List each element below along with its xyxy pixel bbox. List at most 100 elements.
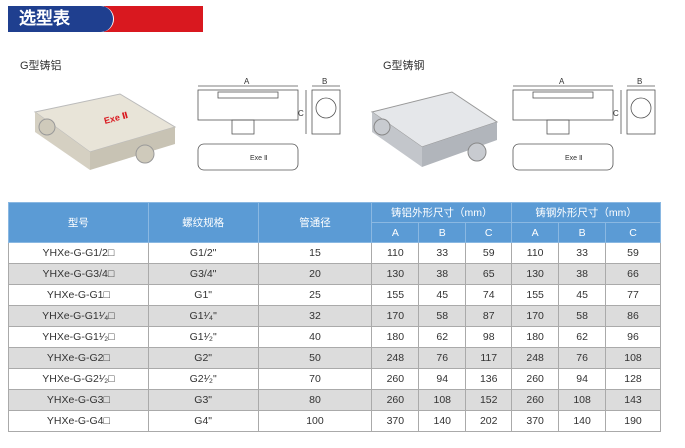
cell-st-a: 155 xyxy=(511,284,560,306)
table-row: YHXe-G-G3/4□ G3/4" 20 130 38 65 130 38 66 xyxy=(8,263,661,285)
cell-model: YHXe-G-G1□ xyxy=(8,284,149,306)
cell-st-a: 260 xyxy=(511,389,560,411)
table-row: YHXe-G-G2¹⁄₂□ G2¹⁄₂" 70 260 94 136 260 94 128 xyxy=(8,368,661,390)
header-pipe: 管通径 xyxy=(257,202,373,243)
header-al-a: A xyxy=(371,222,420,243)
cell-pipe: 25 xyxy=(257,284,373,306)
cell-model: YHXe-G-G4□ xyxy=(8,410,149,432)
cell-al-a: 130 xyxy=(371,263,420,285)
cell-thread: G3/4" xyxy=(147,263,259,285)
header-aluminum: 铸铝外形尺寸（mm） xyxy=(371,202,513,223)
cell-model: YHXe-G-G2¹⁄₂□ xyxy=(8,368,149,390)
cell-pipe: 15 xyxy=(257,242,373,264)
cell-thread: G3" xyxy=(147,389,259,411)
table-row: YHXe-G-G1/2□ G1/2" 15 110 33 59 110 33 59 xyxy=(8,242,661,264)
table-row: YHXe-G-G1¹⁄₄□ G1¹⁄₄" 32 170 58 87 170 58 86 xyxy=(8,305,661,327)
cell-st-a: 180 xyxy=(511,326,560,348)
header-al-b: B xyxy=(418,222,467,243)
cell-al-b: 45 xyxy=(418,284,467,306)
cell-al-b: 58 xyxy=(418,305,467,327)
table-row: YHXe-G-G3□ G3" 80 260 108 152 260 108 143 xyxy=(8,389,661,411)
svg-text:C: C xyxy=(613,109,619,118)
cell-al-a: 260 xyxy=(371,389,420,411)
cell-st-b: 108 xyxy=(558,389,607,411)
cell-st-a: 370 xyxy=(511,410,560,432)
cell-st-a: 260 xyxy=(511,368,560,390)
cell-pipe: 20 xyxy=(257,263,373,285)
aluminum-label: G型铸铝 xyxy=(20,60,62,72)
header-st-a: A xyxy=(511,222,560,243)
table-row: YHXe-G-G1¹⁄₂□ G1¹⁄₂" 40 180 62 98 180 62 96 xyxy=(8,326,661,348)
cell-st-c: 190 xyxy=(605,410,661,432)
cell-st-c: 108 xyxy=(605,347,661,369)
cell-al-b: 108 xyxy=(418,389,467,411)
cell-al-b: 94 xyxy=(418,368,467,390)
svg-text:A: A xyxy=(559,78,565,86)
cell-al-b: 76 xyxy=(418,347,467,369)
steel-dimension-drawing: A Exe Ⅱ B C xyxy=(512,78,656,171)
cell-st-b: 62 xyxy=(558,326,607,348)
cell-model: YHXe-G-G3/4□ xyxy=(8,263,149,285)
cell-st-b: 94 xyxy=(558,368,607,390)
cell-al-a: 248 xyxy=(371,347,420,369)
cell-al-b: 62 xyxy=(418,326,467,348)
cell-al-c: 117 xyxy=(465,347,513,369)
cell-model: YHXe-G-G1/2□ xyxy=(8,242,149,264)
cell-al-c: 136 xyxy=(465,368,513,390)
cell-pipe: 80 xyxy=(257,389,373,411)
cell-al-c: 65 xyxy=(465,263,513,285)
selection-table: 型号 螺纹规格 管通径 铸铝外形尺寸（mm） 铸钢外形尺寸（mm） A B C … xyxy=(8,202,661,432)
cell-al-c: 152 xyxy=(465,389,513,411)
cell-pipe: 70 xyxy=(257,368,373,390)
cell-st-c: 86 xyxy=(605,305,661,327)
table-row: YHXe-G-G2□ G2" 50 248 76 117 248 76 108 xyxy=(8,347,661,369)
cell-al-c: 74 xyxy=(465,284,513,306)
cell-al-a: 110 xyxy=(371,242,420,264)
cell-al-a: 170 xyxy=(371,305,420,327)
cell-st-b: 45 xyxy=(558,284,607,306)
header-steel: 铸钢外形尺寸（mm） xyxy=(511,202,661,223)
cell-st-b: 38 xyxy=(558,263,607,285)
section-banner: 选型表 xyxy=(8,6,203,32)
cell-al-c: 98 xyxy=(465,326,513,348)
steel-label: G型铸钢 xyxy=(383,60,425,72)
cell-al-a: 180 xyxy=(371,326,420,348)
cell-st-b: 76 xyxy=(558,347,607,369)
cell-st-b: 33 xyxy=(558,242,607,264)
table-row: YHXe-G-G1□ G1" 25 155 45 74 155 45 77 xyxy=(8,284,661,306)
cell-pipe: 32 xyxy=(257,305,373,327)
banner-red-bar xyxy=(104,6,203,32)
cell-al-b: 33 xyxy=(418,242,467,264)
cell-al-a: 260 xyxy=(371,368,420,390)
cell-pipe: 50 xyxy=(257,347,373,369)
cell-st-c: 66 xyxy=(605,263,661,285)
banner-title: 选型表 xyxy=(8,6,114,32)
cell-thread: G1/2" xyxy=(147,242,259,264)
header-model: 型号 xyxy=(8,202,149,243)
cell-al-a: 155 xyxy=(371,284,420,306)
cell-st-c: 77 xyxy=(605,284,661,306)
cell-thread: G1" xyxy=(147,284,259,306)
cell-st-a: 248 xyxy=(511,347,560,369)
cell-st-b: 140 xyxy=(558,410,607,432)
cell-st-a: 170 xyxy=(511,305,560,327)
header-thread: 螺纹规格 xyxy=(147,202,259,243)
cell-al-a: 370 xyxy=(371,410,420,432)
cell-st-c: 96 xyxy=(605,326,661,348)
cell-al-b: 38 xyxy=(418,263,467,285)
cell-st-a: 130 xyxy=(511,263,560,285)
cell-st-c: 59 xyxy=(605,242,661,264)
cell-thread: G2" xyxy=(147,347,259,369)
cell-model: YHXe-G-G1¹⁄₄□ xyxy=(8,305,149,327)
svg-text:A: A xyxy=(244,78,250,86)
header-st-b: B xyxy=(558,222,607,243)
steel-product-photo xyxy=(370,91,499,167)
cell-pipe: 100 xyxy=(257,410,373,432)
aluminum-dimension-drawing: A Exe Ⅱ B C xyxy=(197,78,341,171)
cell-pipe: 40 xyxy=(257,326,373,348)
cell-model: YHXe-G-G2□ xyxy=(8,347,149,369)
svg-text:Exe Ⅱ: Exe Ⅱ xyxy=(250,155,267,162)
cell-thread: G2¹⁄₂" xyxy=(147,368,259,390)
table-row: YHXe-G-G4□ G4" 100 370 140 202 370 140 190 xyxy=(8,410,661,432)
header-al-c: C xyxy=(465,222,513,243)
